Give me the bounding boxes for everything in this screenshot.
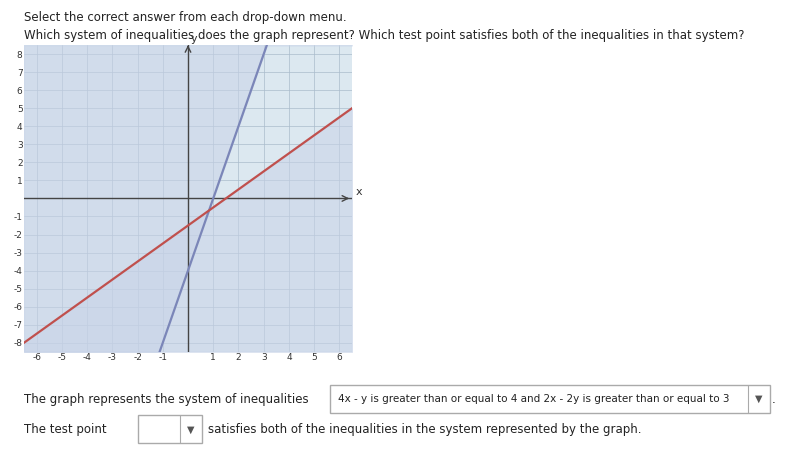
Text: y: y: [191, 34, 198, 44]
Text: Which system of inequalities does the graph represent? Which test point satisfie: Which system of inequalities does the gr…: [24, 29, 745, 42]
Text: The graph represents the system of inequalities: The graph represents the system of inequ…: [24, 393, 309, 405]
Text: Select the correct answer from each drop-down menu.: Select the correct answer from each drop…: [24, 11, 346, 24]
Text: x: x: [356, 187, 362, 197]
Text: 4x - y is greater than or equal to 4 and 2x - 2y is greater than or equal to 3: 4x - y is greater than or equal to 4 and…: [338, 394, 730, 404]
Text: .: .: [772, 393, 776, 405]
Text: The test point: The test point: [24, 423, 106, 436]
Text: ▼: ▼: [754, 394, 762, 404]
Text: ▼: ▼: [186, 424, 194, 434]
Text: satisfies both of the inequalities in the system represented by the graph.: satisfies both of the inequalities in th…: [208, 423, 642, 436]
